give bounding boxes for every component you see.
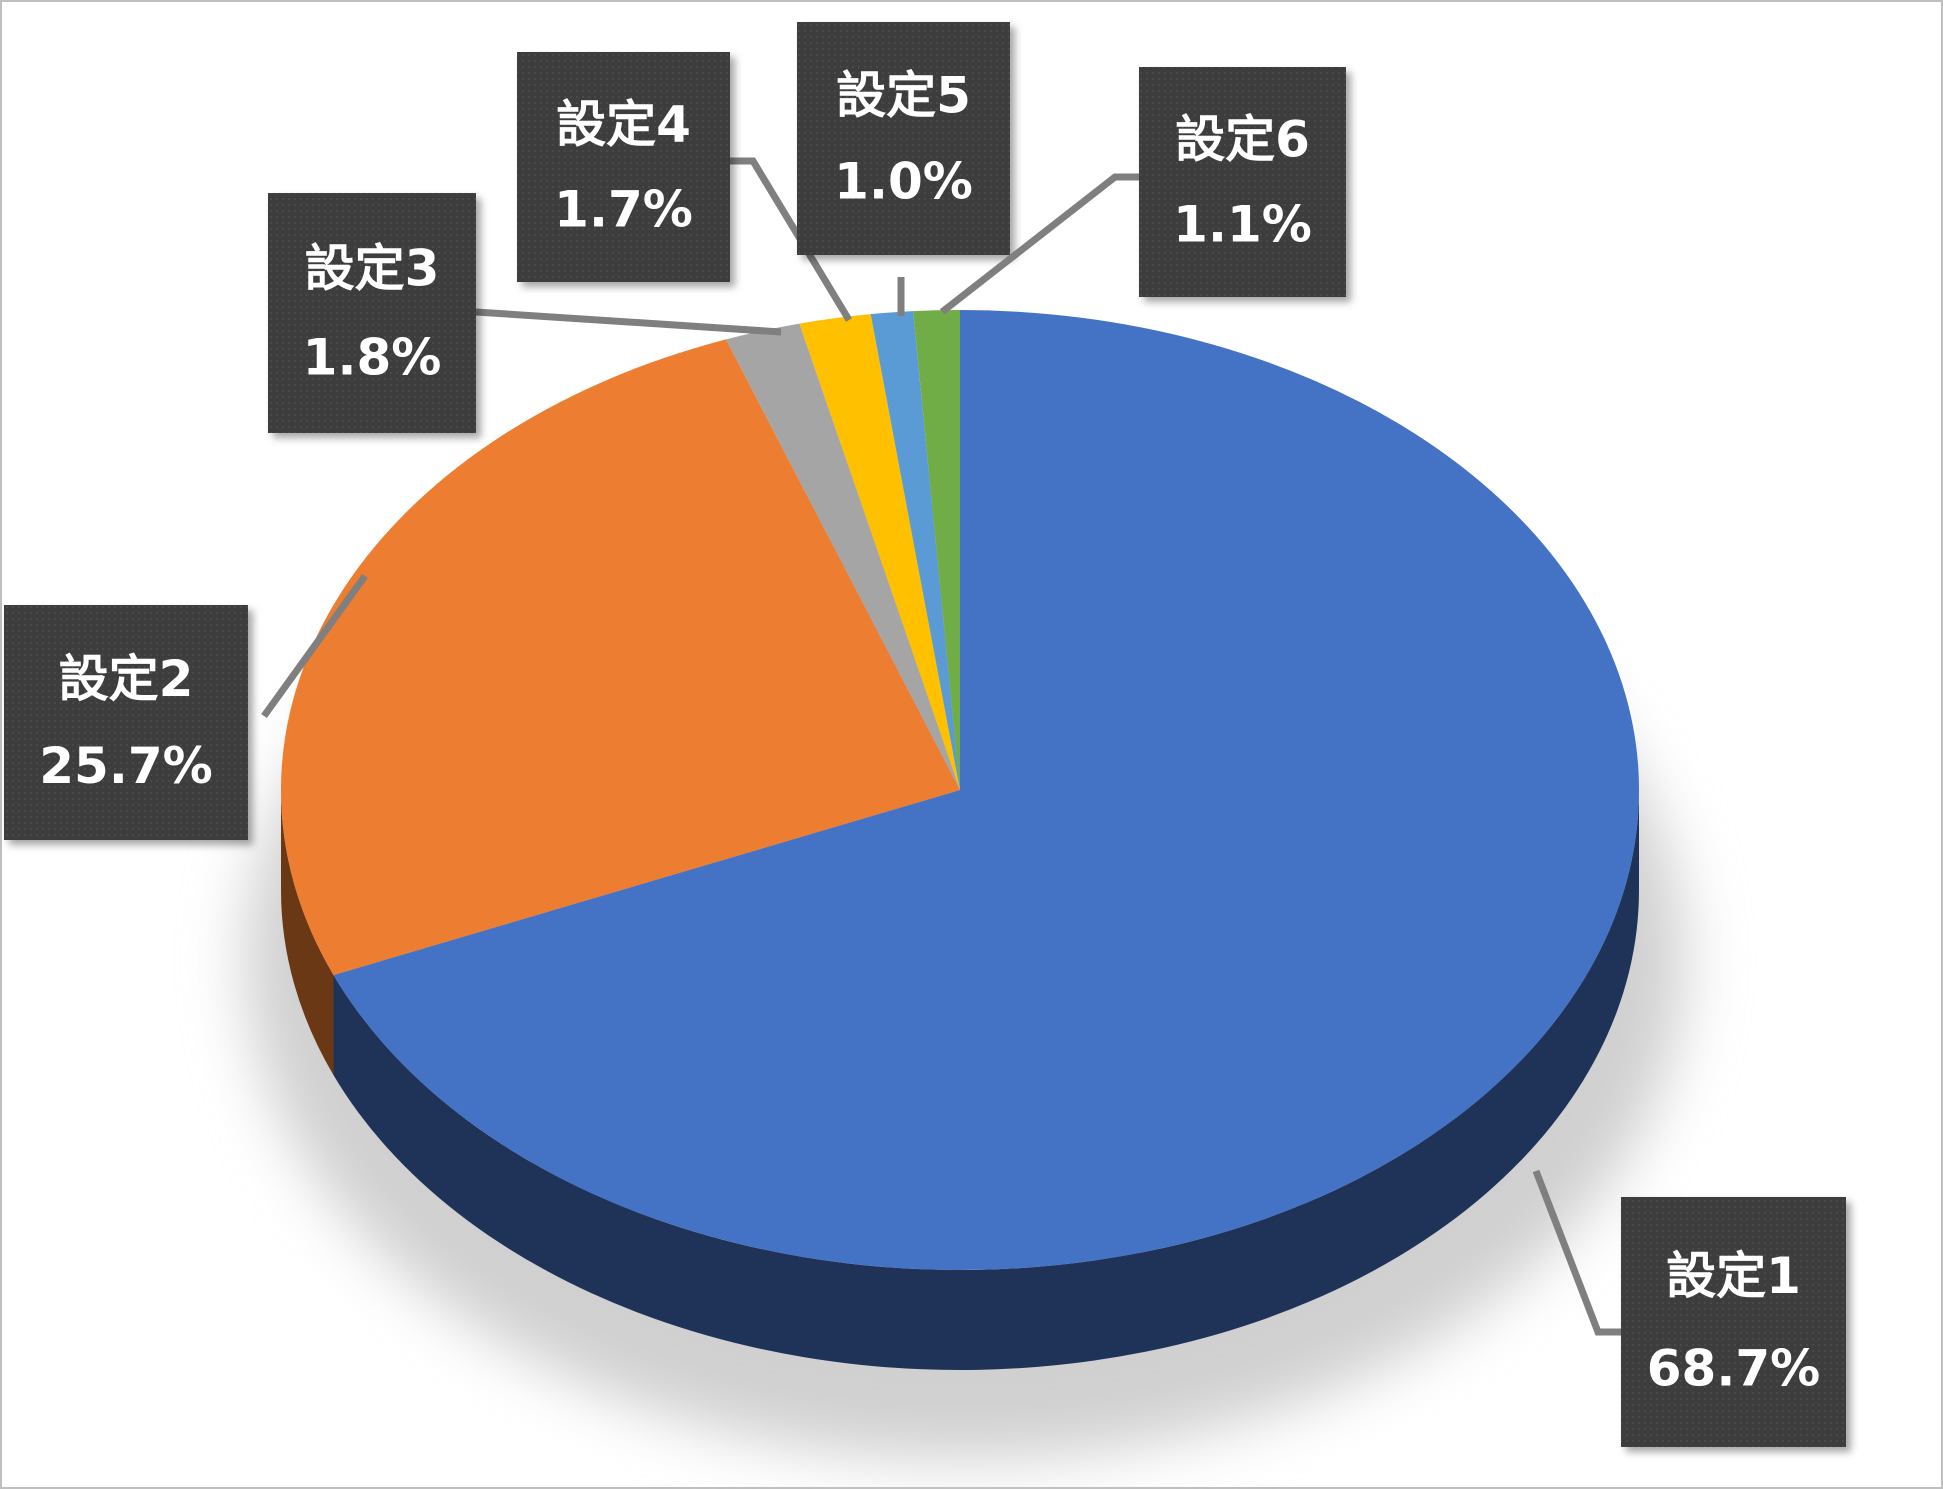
pie-side bbox=[333, 790, 1639, 1371]
label-box bbox=[517, 52, 730, 282]
label-name: 設定1 bbox=[1666, 1247, 1801, 1305]
label-value: 1.0% bbox=[834, 153, 973, 211]
label-value: 68.7% bbox=[1647, 1340, 1820, 1398]
pie-slice bbox=[281, 339, 960, 976]
label-name: 設定5 bbox=[836, 66, 971, 124]
label-value: 25.7% bbox=[39, 737, 212, 795]
label-value: 1.8% bbox=[303, 329, 442, 387]
label-name: 設定2 bbox=[59, 650, 194, 708]
label-name: 設定4 bbox=[556, 95, 691, 153]
leader-line bbox=[261, 573, 368, 719]
label-box bbox=[797, 22, 1010, 255]
label-box bbox=[1621, 1197, 1846, 1447]
leader-line bbox=[1532, 1169, 1621, 1336]
pie-slice bbox=[870, 311, 960, 790]
leader-line bbox=[939, 173, 1139, 315]
label-name: 設定6 bbox=[1175, 110, 1310, 168]
pie-slice bbox=[725, 323, 960, 790]
label-value: 1.1% bbox=[1173, 196, 1312, 254]
label-box bbox=[268, 193, 476, 433]
pie-slice bbox=[799, 314, 960, 790]
pie-slice bbox=[333, 310, 1639, 1271]
pie-side bbox=[281, 790, 334, 1076]
label-name: 設定3 bbox=[305, 240, 440, 298]
leader-line bbox=[475, 308, 782, 336]
label-box bbox=[1139, 67, 1346, 297]
label-box bbox=[4, 605, 248, 840]
pie-slice bbox=[913, 310, 960, 790]
leader-line bbox=[730, 157, 852, 322]
label-value: 1.7% bbox=[554, 181, 693, 239]
